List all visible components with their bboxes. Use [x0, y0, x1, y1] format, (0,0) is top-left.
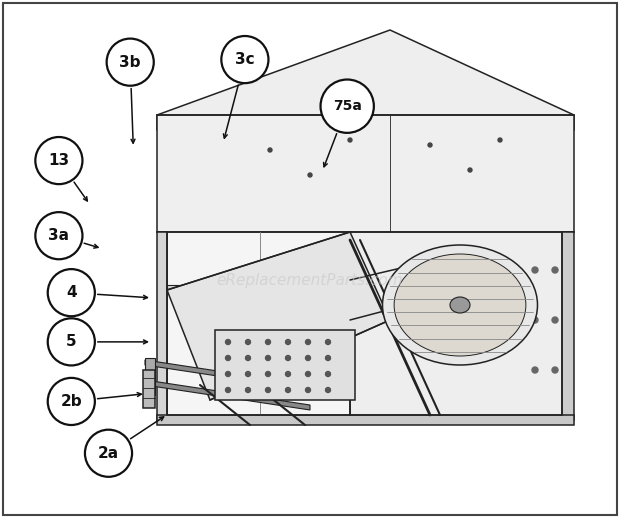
Polygon shape: [145, 358, 155, 395]
Circle shape: [468, 168, 472, 172]
Circle shape: [48, 269, 95, 316]
Circle shape: [221, 36, 268, 83]
Circle shape: [326, 387, 330, 393]
Circle shape: [306, 387, 311, 393]
Circle shape: [532, 267, 538, 273]
Circle shape: [48, 378, 95, 425]
Circle shape: [246, 339, 250, 344]
Text: 75a: 75a: [333, 99, 361, 113]
Circle shape: [265, 355, 270, 361]
Circle shape: [226, 355, 231, 361]
Circle shape: [428, 143, 432, 147]
Circle shape: [35, 212, 82, 259]
Text: 2a: 2a: [98, 446, 119, 461]
Circle shape: [85, 430, 132, 477]
Circle shape: [348, 138, 352, 142]
Circle shape: [35, 137, 82, 184]
Circle shape: [285, 339, 291, 344]
Polygon shape: [143, 370, 155, 408]
Circle shape: [552, 317, 558, 323]
Circle shape: [321, 80, 374, 133]
Polygon shape: [167, 232, 562, 380]
Circle shape: [265, 371, 270, 377]
Polygon shape: [215, 330, 355, 400]
Circle shape: [498, 138, 502, 142]
Polygon shape: [167, 285, 350, 292]
Ellipse shape: [383, 245, 538, 365]
Text: 2b: 2b: [61, 394, 82, 409]
Circle shape: [285, 387, 291, 393]
Circle shape: [306, 339, 311, 344]
Circle shape: [285, 355, 291, 361]
Polygon shape: [350, 232, 562, 415]
Polygon shape: [145, 360, 310, 390]
Circle shape: [246, 371, 250, 377]
Circle shape: [306, 355, 311, 361]
Circle shape: [285, 371, 291, 377]
Circle shape: [268, 148, 272, 152]
Circle shape: [306, 371, 311, 377]
Text: 3b: 3b: [120, 55, 141, 69]
Polygon shape: [157, 415, 574, 425]
Circle shape: [308, 173, 312, 177]
Circle shape: [226, 371, 231, 377]
Circle shape: [552, 267, 558, 273]
Polygon shape: [145, 380, 310, 410]
Polygon shape: [167, 232, 390, 400]
Circle shape: [532, 317, 538, 323]
Circle shape: [326, 371, 330, 377]
Circle shape: [265, 387, 270, 393]
Polygon shape: [157, 232, 167, 420]
Circle shape: [246, 355, 250, 361]
Circle shape: [326, 339, 330, 344]
Circle shape: [265, 339, 270, 344]
Ellipse shape: [394, 254, 526, 356]
Polygon shape: [167, 232, 350, 415]
Circle shape: [552, 367, 558, 373]
Circle shape: [226, 339, 231, 344]
Text: 4: 4: [66, 285, 77, 300]
Text: 13: 13: [48, 153, 69, 168]
Polygon shape: [157, 30, 574, 130]
Ellipse shape: [450, 297, 470, 313]
Circle shape: [226, 387, 231, 393]
Text: 5: 5: [66, 335, 77, 349]
Circle shape: [326, 355, 330, 361]
Polygon shape: [157, 115, 574, 232]
Text: 3c: 3c: [235, 52, 255, 67]
Text: 3a: 3a: [48, 228, 69, 243]
Circle shape: [48, 319, 95, 365]
Circle shape: [246, 387, 250, 393]
Circle shape: [532, 367, 538, 373]
Circle shape: [107, 39, 154, 85]
Polygon shape: [562, 232, 574, 420]
Text: eReplacementParts.com: eReplacementParts.com: [216, 272, 404, 287]
